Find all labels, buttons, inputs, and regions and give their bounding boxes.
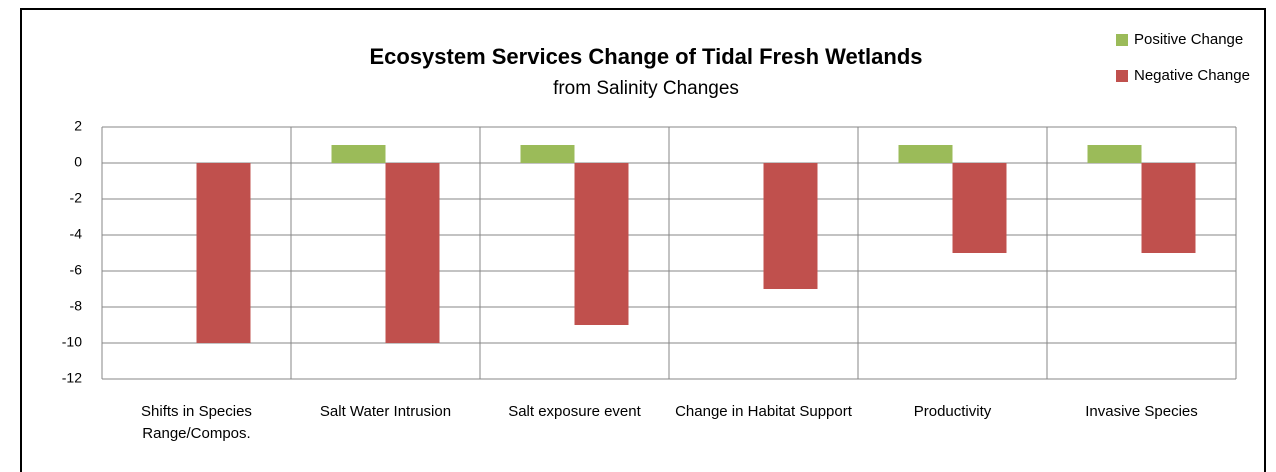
x-tick-label: Change in Habitat Support xyxy=(675,403,852,420)
y-tick-label: -2 xyxy=(70,190,83,206)
bar xyxy=(385,163,440,343)
x-tick-label: Salt exposure event xyxy=(508,403,641,420)
bar xyxy=(763,163,818,289)
bar xyxy=(952,163,1007,253)
bar xyxy=(574,163,629,325)
bar xyxy=(196,163,251,343)
y-tick-label: 2 xyxy=(74,118,82,134)
y-tick-label: -8 xyxy=(70,298,83,314)
legend-swatch xyxy=(1116,70,1128,82)
legend-label: Positive Change xyxy=(1134,31,1243,48)
bar xyxy=(1141,163,1196,253)
x-tick-label: Salt Water Intrusion xyxy=(319,403,452,420)
y-tick-label: -6 xyxy=(70,262,83,278)
legend-label: Negative Change xyxy=(1134,67,1250,84)
y-tick-label: -12 xyxy=(62,370,82,386)
chart-title: Ecosystem Services Change of Tidal Fresh… xyxy=(369,44,922,69)
legend-swatch xyxy=(1116,34,1128,46)
chart-subtitle: from Salinity Changes xyxy=(553,78,739,99)
bar xyxy=(331,145,386,163)
bar xyxy=(898,145,953,163)
y-tick-label: -10 xyxy=(62,334,82,350)
y-tick-label: 0 xyxy=(74,154,82,170)
x-tick-label: Productivity xyxy=(913,403,992,420)
bar xyxy=(520,145,575,163)
bar xyxy=(1087,145,1142,163)
x-tick-label: Invasive Species xyxy=(1085,403,1198,420)
x-tick-label: Shifts in Species Range/Compos. xyxy=(141,403,252,442)
y-tick-label: -4 xyxy=(70,226,83,242)
